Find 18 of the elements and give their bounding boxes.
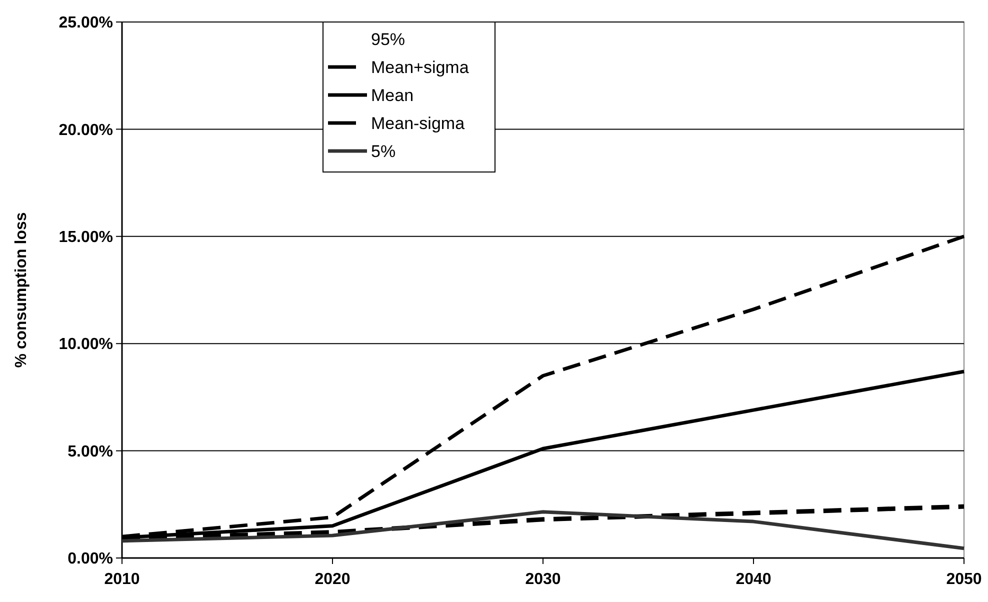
y-tick-label: 25.00%	[58, 14, 113, 32]
legend-label: Mean-sigma	[371, 114, 466, 133]
legend-label: Mean	[371, 86, 414, 105]
y-tick-label: 20.00%	[58, 122, 113, 139]
y-tick-label: 0.00%	[68, 550, 113, 568]
x-tick-label: 2030	[525, 571, 561, 588]
x-tick-label: 2010	[104, 571, 140, 588]
y-tick-label: 5.00%	[68, 443, 113, 460]
line-series	[120, 510, 966, 550]
legend-label: 5%	[371, 142, 396, 161]
x-tick-label: 2050	[946, 571, 982, 588]
x-tick-label: 2020	[314, 571, 350, 588]
y-tick-label: 10.00%	[58, 336, 113, 354]
x-tick-label: 2040	[736, 571, 772, 588]
text: 95%	[371, 30, 406, 49]
y-axis-title: % consumption loss	[13, 212, 30, 368]
y-tick-label: 15.00%	[58, 229, 113, 246]
legend-label: Mean+sigma	[371, 58, 470, 77]
